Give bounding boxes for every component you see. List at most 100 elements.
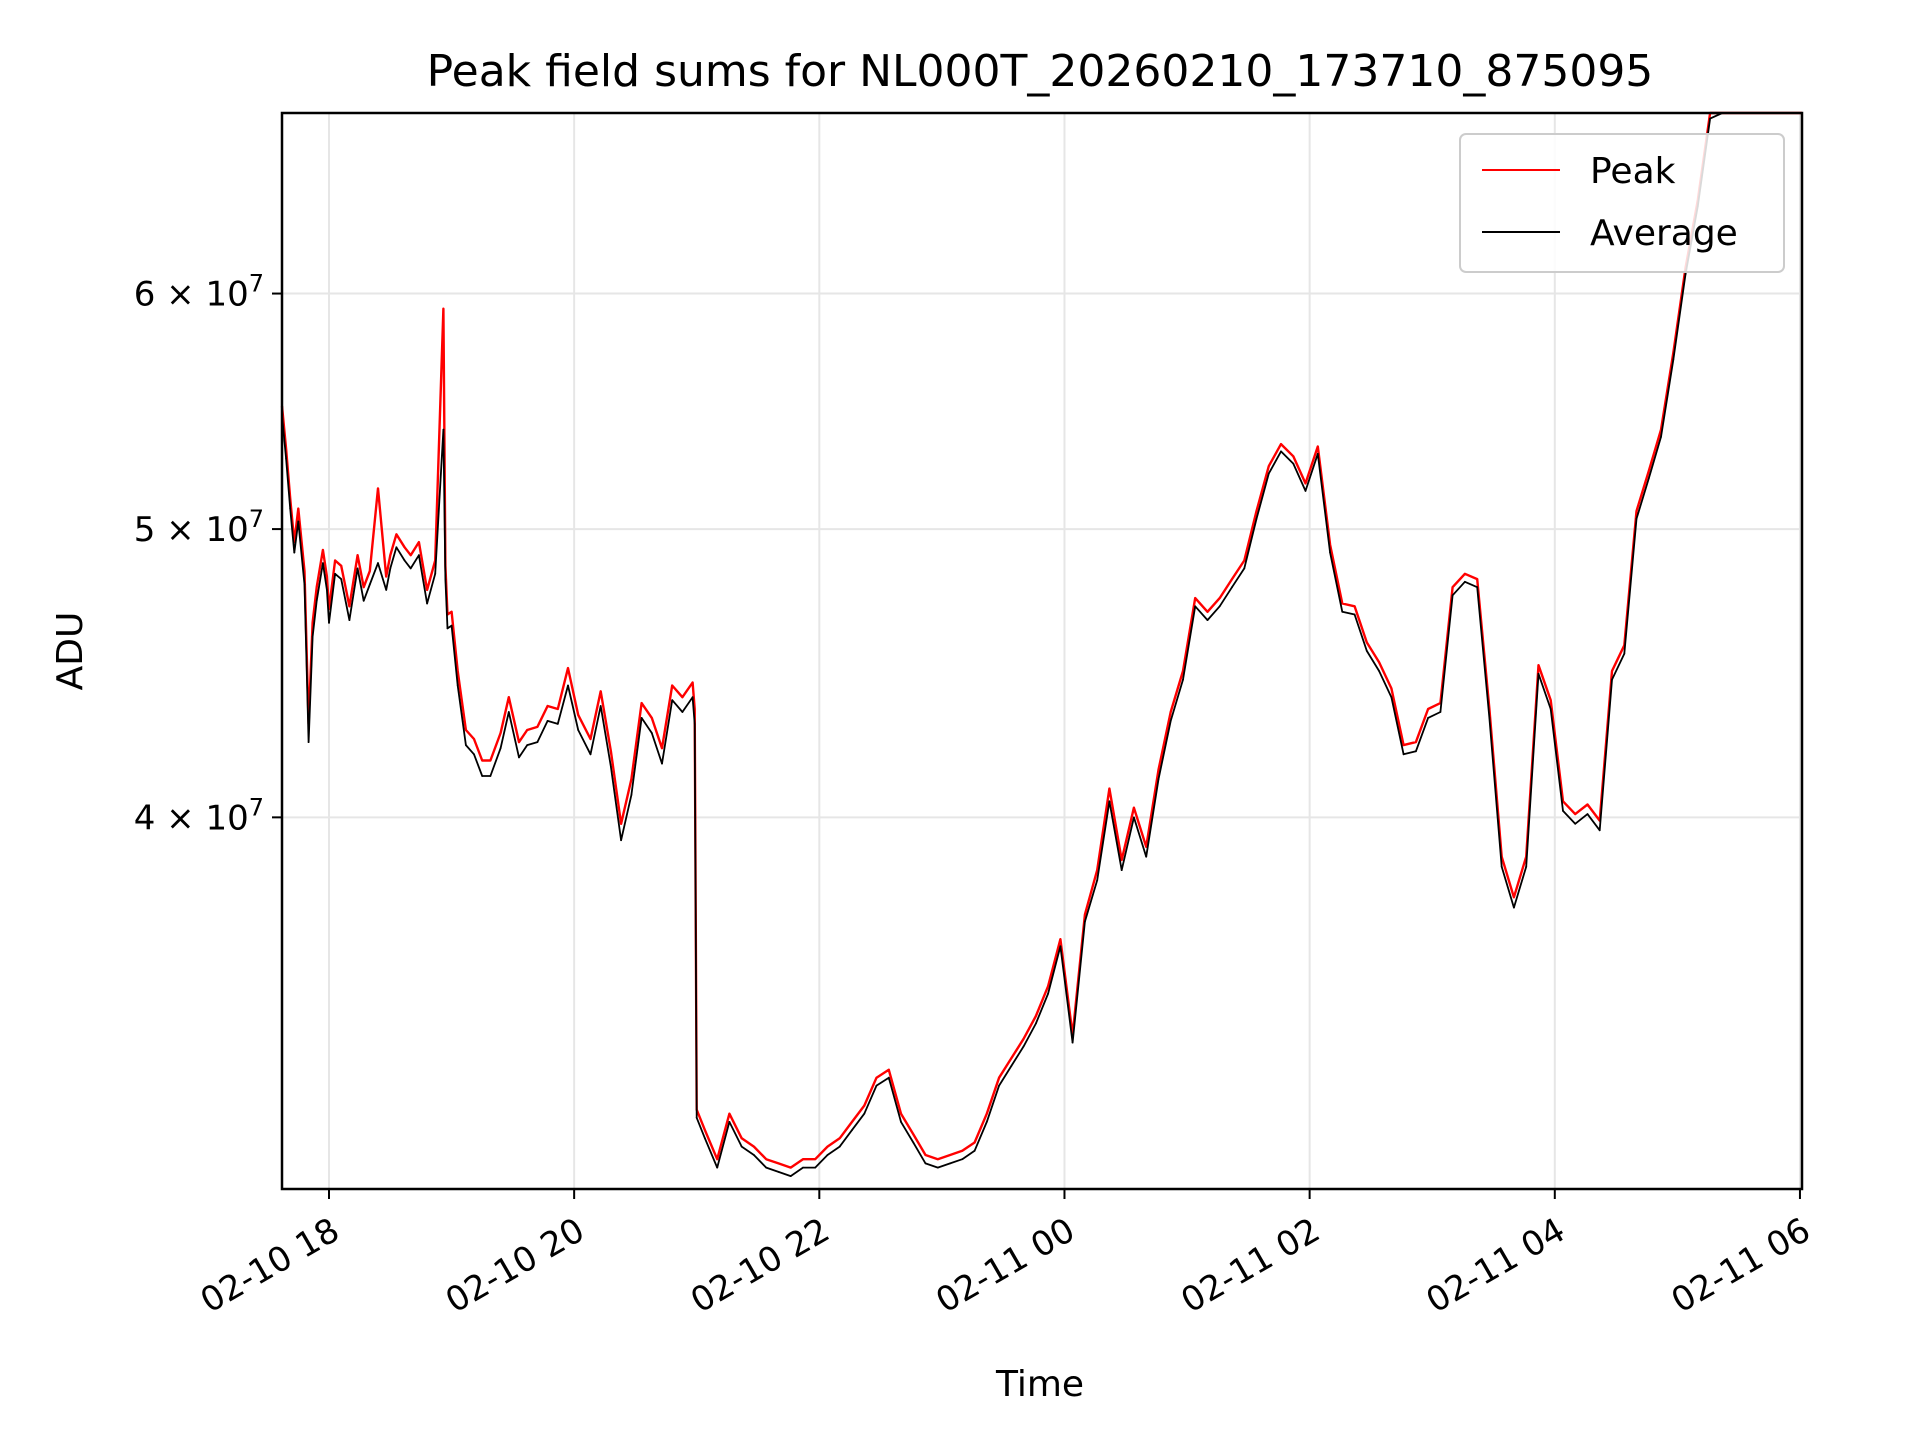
data-point-average: [1059, 945, 1062, 948]
data-point-average: [1500, 865, 1503, 868]
data-point-average: [599, 705, 602, 707]
data-point-average: [1022, 1045, 1025, 1048]
data-point-peak: [1341, 602, 1344, 605]
data-point-peak: [630, 778, 633, 781]
data-point-average: [1035, 1022, 1037, 1025]
data-point-average: [936, 1166, 939, 1169]
y-tick-label: 4 × 107: [134, 793, 264, 838]
data-point-average: [340, 578, 343, 580]
data-point-peak: [389, 554, 392, 557]
data-point-average: [661, 762, 663, 765]
data-point-peak: [961, 1149, 964, 1152]
data-point-average: [1169, 720, 1172, 722]
data-point-average: [1537, 672, 1540, 675]
data-point-peak: [826, 1145, 829, 1148]
data-point-peak: [1010, 1057, 1013, 1059]
data-point-peak: [1635, 510, 1638, 512]
data-point-peak: [851, 1121, 853, 1123]
data-point-peak: [1476, 578, 1479, 580]
data-point-average: [765, 1166, 768, 1169]
data-point-average: [1451, 594, 1454, 597]
data-point-peak: [465, 729, 467, 731]
data-point-average: [1353, 613, 1356, 616]
data-point-peak: [661, 747, 663, 750]
data-point-average: [973, 1149, 976, 1152]
data-point-average: [740, 1145, 743, 1148]
data-point-average: [620, 839, 622, 842]
data-point-peak: [1267, 465, 1270, 467]
data-point-peak: [1378, 661, 1380, 664]
data-point-peak: [1145, 845, 1148, 848]
data-point-average: [589, 753, 592, 756]
data-point-average: [1378, 670, 1380, 672]
data-point-peak: [326, 575, 328, 578]
axes: [280, 111, 1804, 1191]
data-point-average: [1243, 567, 1246, 570]
data-point-average: [297, 520, 300, 523]
data-point-peak: [481, 759, 484, 762]
data-point-average: [1488, 717, 1491, 719]
data-point-peak: [1206, 610, 1209, 613]
y-tick-label: 6 × 107: [134, 270, 264, 315]
data-point-peak: [1059, 938, 1062, 941]
data-point-average: [556, 723, 559, 725]
data-point-peak: [418, 541, 420, 543]
data-point-average: [949, 1162, 951, 1165]
data-point-average: [356, 567, 359, 570]
data-point-average: [326, 589, 328, 591]
data-point-average: [418, 554, 420, 557]
data-point-peak: [356, 554, 359, 557]
data-point-average: [1133, 816, 1135, 819]
data-point-peak: [1280, 443, 1282, 445]
data-point-average: [444, 578, 447, 580]
data-point-average: [385, 589, 388, 591]
data-point-average: [577, 729, 580, 731]
data-point-peak: [753, 1145, 755, 1148]
data-point-average: [507, 711, 510, 713]
data-point-average: [1157, 778, 1160, 781]
data-point-peak: [1096, 869, 1099, 871]
data-point-average: [395, 546, 398, 549]
data-point-peak: [998, 1076, 1000, 1079]
data-point-average: [753, 1154, 755, 1156]
data-point-peak: [610, 750, 612, 753]
data-point-peak: [671, 684, 674, 687]
data-point-average: [887, 1076, 890, 1079]
data-point-peak: [599, 690, 602, 693]
data-point-peak: [1415, 741, 1417, 743]
data-point-peak: [589, 738, 592, 740]
data-point-average: [389, 567, 392, 570]
data-point-peak: [1647, 470, 1650, 472]
data-point-peak: [1537, 664, 1540, 667]
data-point-peak: [403, 546, 406, 549]
data-point-average: [1709, 117, 1711, 120]
data-point-peak: [1108, 787, 1111, 790]
data-point-average: [802, 1166, 804, 1169]
data-point-average: [518, 756, 520, 759]
data-point-average: [348, 619, 351, 621]
data-point-peak: [1035, 1015, 1037, 1017]
data-point-average: [1206, 619, 1209, 621]
data-point-peak: [1611, 670, 1613, 672]
data-point-average: [681, 711, 684, 713]
data-point-peak: [887, 1068, 890, 1071]
data-point-average: [322, 562, 324, 564]
data-point-peak: [838, 1137, 841, 1140]
data-point-average: [1635, 517, 1638, 520]
data-point-peak: [577, 714, 580, 716]
data-point-peak: [1243, 559, 1246, 562]
data-point-peak: [1218, 597, 1221, 599]
data-point-average: [1513, 906, 1515, 909]
data-point-average: [1562, 810, 1564, 812]
legend-label-average: Average: [1590, 213, 1738, 254]
data-point-average: [1611, 678, 1613, 681]
data-point-peak: [936, 1158, 939, 1161]
data-point-average: [1684, 273, 1687, 276]
data-point-peak: [1549, 699, 1552, 701]
data-point-average: [567, 684, 569, 687]
data-point-peak: [1084, 913, 1086, 916]
data-point-peak: [1304, 482, 1307, 485]
data-point-average: [695, 1116, 698, 1119]
data-point-average: [961, 1158, 964, 1161]
data-point-average: [434, 572, 437, 575]
